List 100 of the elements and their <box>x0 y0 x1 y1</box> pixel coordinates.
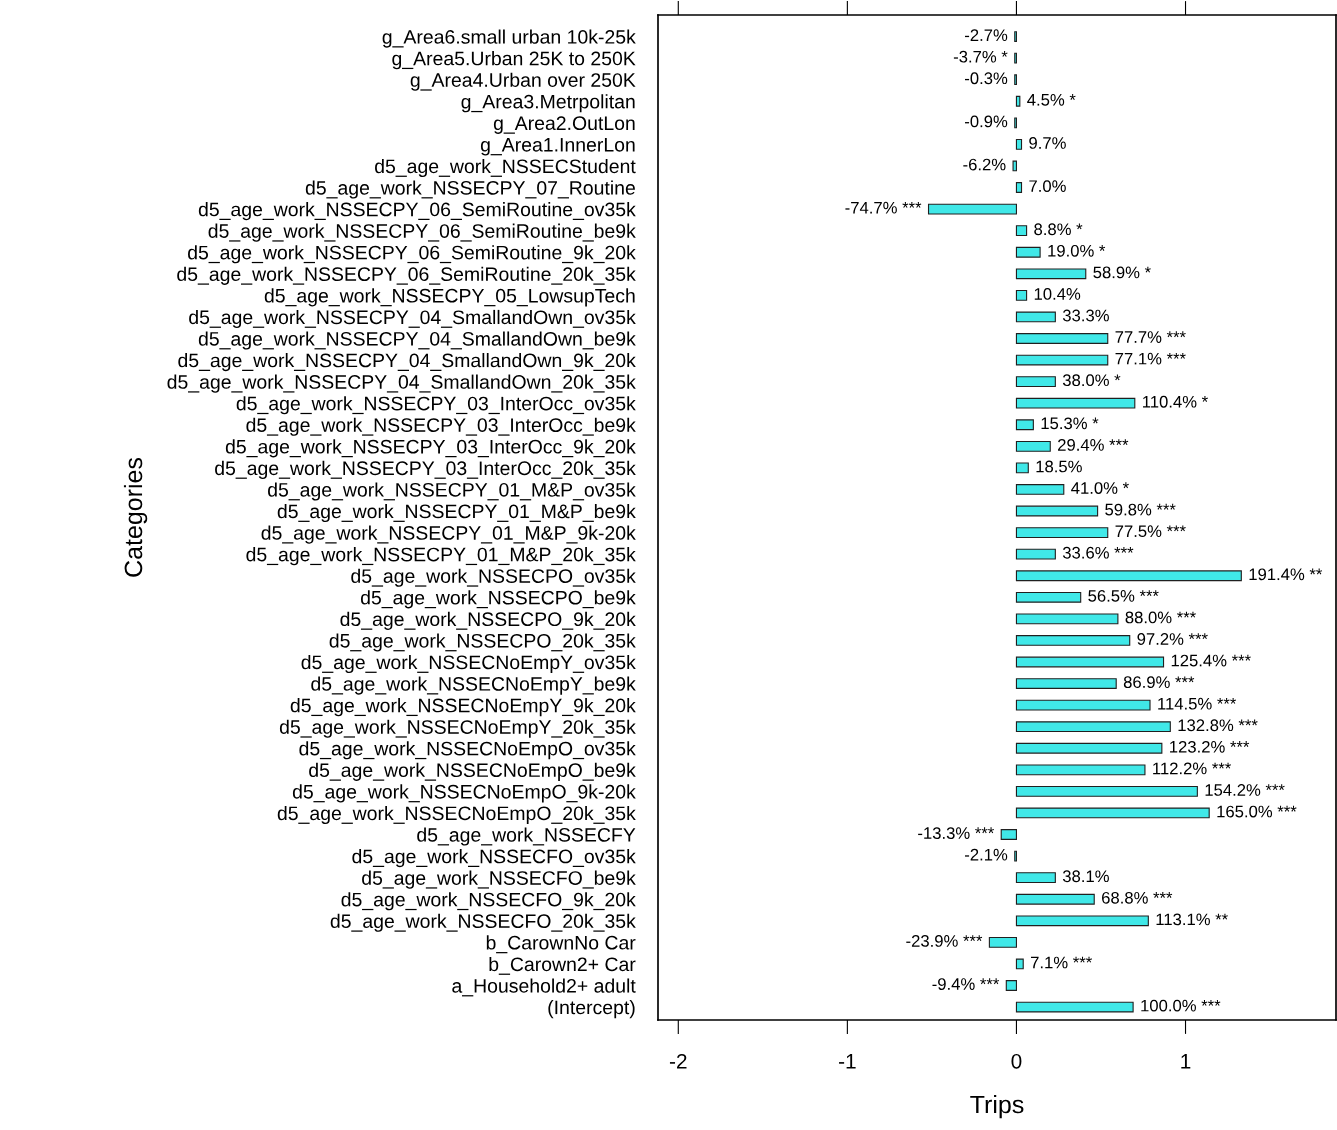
annotation: -23.9% *** <box>906 935 983 947</box>
bar <box>1015 354 1109 366</box>
y-tick-label: g_Area3.Metrpolitan <box>461 94 635 113</box>
bar <box>1000 829 1017 840</box>
annotation: 110.4% * <box>1143 395 1208 408</box>
annotation: 15.3% * <box>1041 417 1099 430</box>
bar <box>1015 1001 1134 1013</box>
bar <box>1015 699 1151 711</box>
bar <box>1015 397 1136 409</box>
annotation: 77.5% *** <box>1115 525 1186 538</box>
annotation: 10.4% <box>1034 288 1081 300</box>
y-tick-label: d5_age_work_NSSECNoEmpO_ov35k <box>299 741 636 760</box>
annotation: 8.8% * <box>1034 223 1083 236</box>
bar <box>1015 505 1099 517</box>
annotation: -2.7% <box>965 29 1008 41</box>
y-tick-label: d5_age_work_NSSECNoEmpO_9k-20k <box>292 784 636 803</box>
y-tick-label: d5_age_work_NSSECPY_04_SmallandOwn_ov35k <box>189 309 636 329</box>
annotation: 112.2% *** <box>1153 762 1232 775</box>
y-tick-label: d5_age_work_NSSECPY_06_SemiRoutine_9k_20k <box>188 245 636 264</box>
bar <box>1015 548 1056 560</box>
annotation: 68.8% *** <box>1102 891 1173 904</box>
y-tick-label: d5_age_work_NSSECPY_03_InterOcc_ov35k <box>236 396 636 415</box>
bar <box>1015 613 1119 625</box>
bar <box>1015 764 1146 776</box>
annotation: -6.2% <box>963 158 1006 171</box>
y-tick-label: d5_age_work_NSSECFO_20k_35k <box>330 913 636 932</box>
annotation: 86.9% *** <box>1123 676 1195 689</box>
annotation: 123.2% *** <box>1170 740 1250 753</box>
bar <box>1015 742 1163 754</box>
annotation: 56.5% *** <box>1088 589 1159 602</box>
annotation: 77.7% *** <box>1115 331 1186 343</box>
annotation: -74.7% *** <box>845 201 922 214</box>
y-tick-label: d5_age_work_NSSECPY_04_SmallandOwn_be9k <box>198 331 636 350</box>
y-tick-label: d5_age_work_NSSECPY_06_SemiRoutine_20k_35k <box>177 266 636 285</box>
annotation: -2.1% <box>965 848 1008 861</box>
bar <box>1015 419 1034 431</box>
annotation: 154.2% *** <box>1205 784 1285 796</box>
bar <box>1015 915 1149 927</box>
annotation: -0.3% <box>965 72 1008 85</box>
bar <box>1015 440 1051 452</box>
x-tick-label: 0 <box>1011 1053 1022 1069</box>
bar <box>1015 462 1029 474</box>
y-tick-label: d5_age_work_NSSECPO_9k_20k <box>340 611 636 630</box>
y-tick-label: (Intercept) <box>548 1000 635 1019</box>
annotation: 59.8% *** <box>1105 503 1176 516</box>
bar <box>1015 591 1082 603</box>
annotation: 4.5% * <box>1027 94 1076 106</box>
annotation: 7.0% <box>1029 180 1066 193</box>
y-tick-label: d5_age_work_NSSECPY_01_M&P_9k-20k <box>261 525 636 544</box>
bar <box>1015 678 1117 689</box>
bar <box>1005 980 1017 991</box>
y-tick-label: d5_age_work_NSSECPY_05_LowsupTech <box>264 288 635 307</box>
y-tick-label: g_Area1.InnerLon <box>480 138 635 156</box>
y-tick-label: b_CarownNo Car <box>486 935 636 954</box>
annotation: -3.7% * <box>953 50 1008 63</box>
bar <box>1015 225 1028 237</box>
y-tick-label: d5_age_work_NSSECFO_ov35k <box>352 849 636 868</box>
y-tick-label: b_Carown2+ Car <box>489 956 636 975</box>
y-tick-label: g_Area6.small urban 10k-25k <box>382 29 636 48</box>
bar <box>1012 160 1017 172</box>
annotation: 29.4% *** <box>1058 439 1129 451</box>
y-tick-label: d5_age_work_NSSECNoEmpO_be9k <box>309 762 636 781</box>
y-tick-label: d5_age_work_NSSECFO_9k_20k <box>341 892 636 911</box>
x-tick-label: 1 <box>1181 1054 1191 1069</box>
bar <box>1015 527 1109 539</box>
x-tick-label: -2 <box>669 1053 687 1069</box>
y-axis-title: Categories <box>123 457 148 577</box>
y-tick-label: d5_age_work_NSSECPY_01_M&P_20k_35k <box>246 547 636 566</box>
annotation: 165.0% *** <box>1217 805 1297 818</box>
bar <box>1015 268 1087 280</box>
annotation: 88.0% *** <box>1125 611 1196 624</box>
y-tick-label: d5_age_work_NSSECNoEmpY_ov35k <box>301 654 636 674</box>
y-tick-label: d5_age_work_NSSECPO_be9k <box>360 590 636 609</box>
annotation: 58.9% * <box>1093 266 1151 279</box>
bar <box>1015 635 1131 646</box>
y-tick-label: d5_age_work_NSSECNoEmpY_20k_35k <box>279 719 636 738</box>
annotation: 114.5% *** <box>1158 697 1237 710</box>
annotation: -9.4% *** <box>932 978 1000 990</box>
y-tick-label: a_Household2+ adult <box>452 978 636 997</box>
y-tick-label: d5_age_work_NSSECFO_be9k <box>362 870 636 889</box>
bar <box>1015 289 1028 301</box>
annotation: 132.8% *** <box>1178 719 1258 732</box>
annotation: 41.0% * <box>1071 482 1129 494</box>
bar <box>1015 958 1024 970</box>
bar <box>1015 95 1021 107</box>
annotation: 191.4% ** <box>1249 568 1323 581</box>
bar <box>1015 484 1065 495</box>
annotation: 125.4% *** <box>1171 654 1251 667</box>
y-tick-label: d5_age_work_NSSECPY_06_SemiRoutine_ov35k <box>198 202 636 221</box>
y-tick-label: d5_age_work_NSSECPY_03_InterOcc_be9k <box>246 417 636 436</box>
y-tick-label: d5_age_work_NSSECPY_07_Routine <box>305 180 635 199</box>
annotation: 38.1% <box>1062 870 1109 883</box>
bar <box>1015 721 1171 733</box>
annotation: -0.9% <box>965 115 1008 128</box>
y-tick-label: d5_age_work_NSSECPY_01_M&P_ov35k <box>268 482 636 501</box>
annotation: 7.1% *** <box>1031 956 1092 969</box>
bar <box>988 936 1017 948</box>
y-tick-label: d5_age_work_NSSECFY <box>417 827 636 846</box>
bar <box>1015 376 1056 388</box>
y-tick-label: g_Area5.Urban 25K to 250K <box>392 51 636 70</box>
